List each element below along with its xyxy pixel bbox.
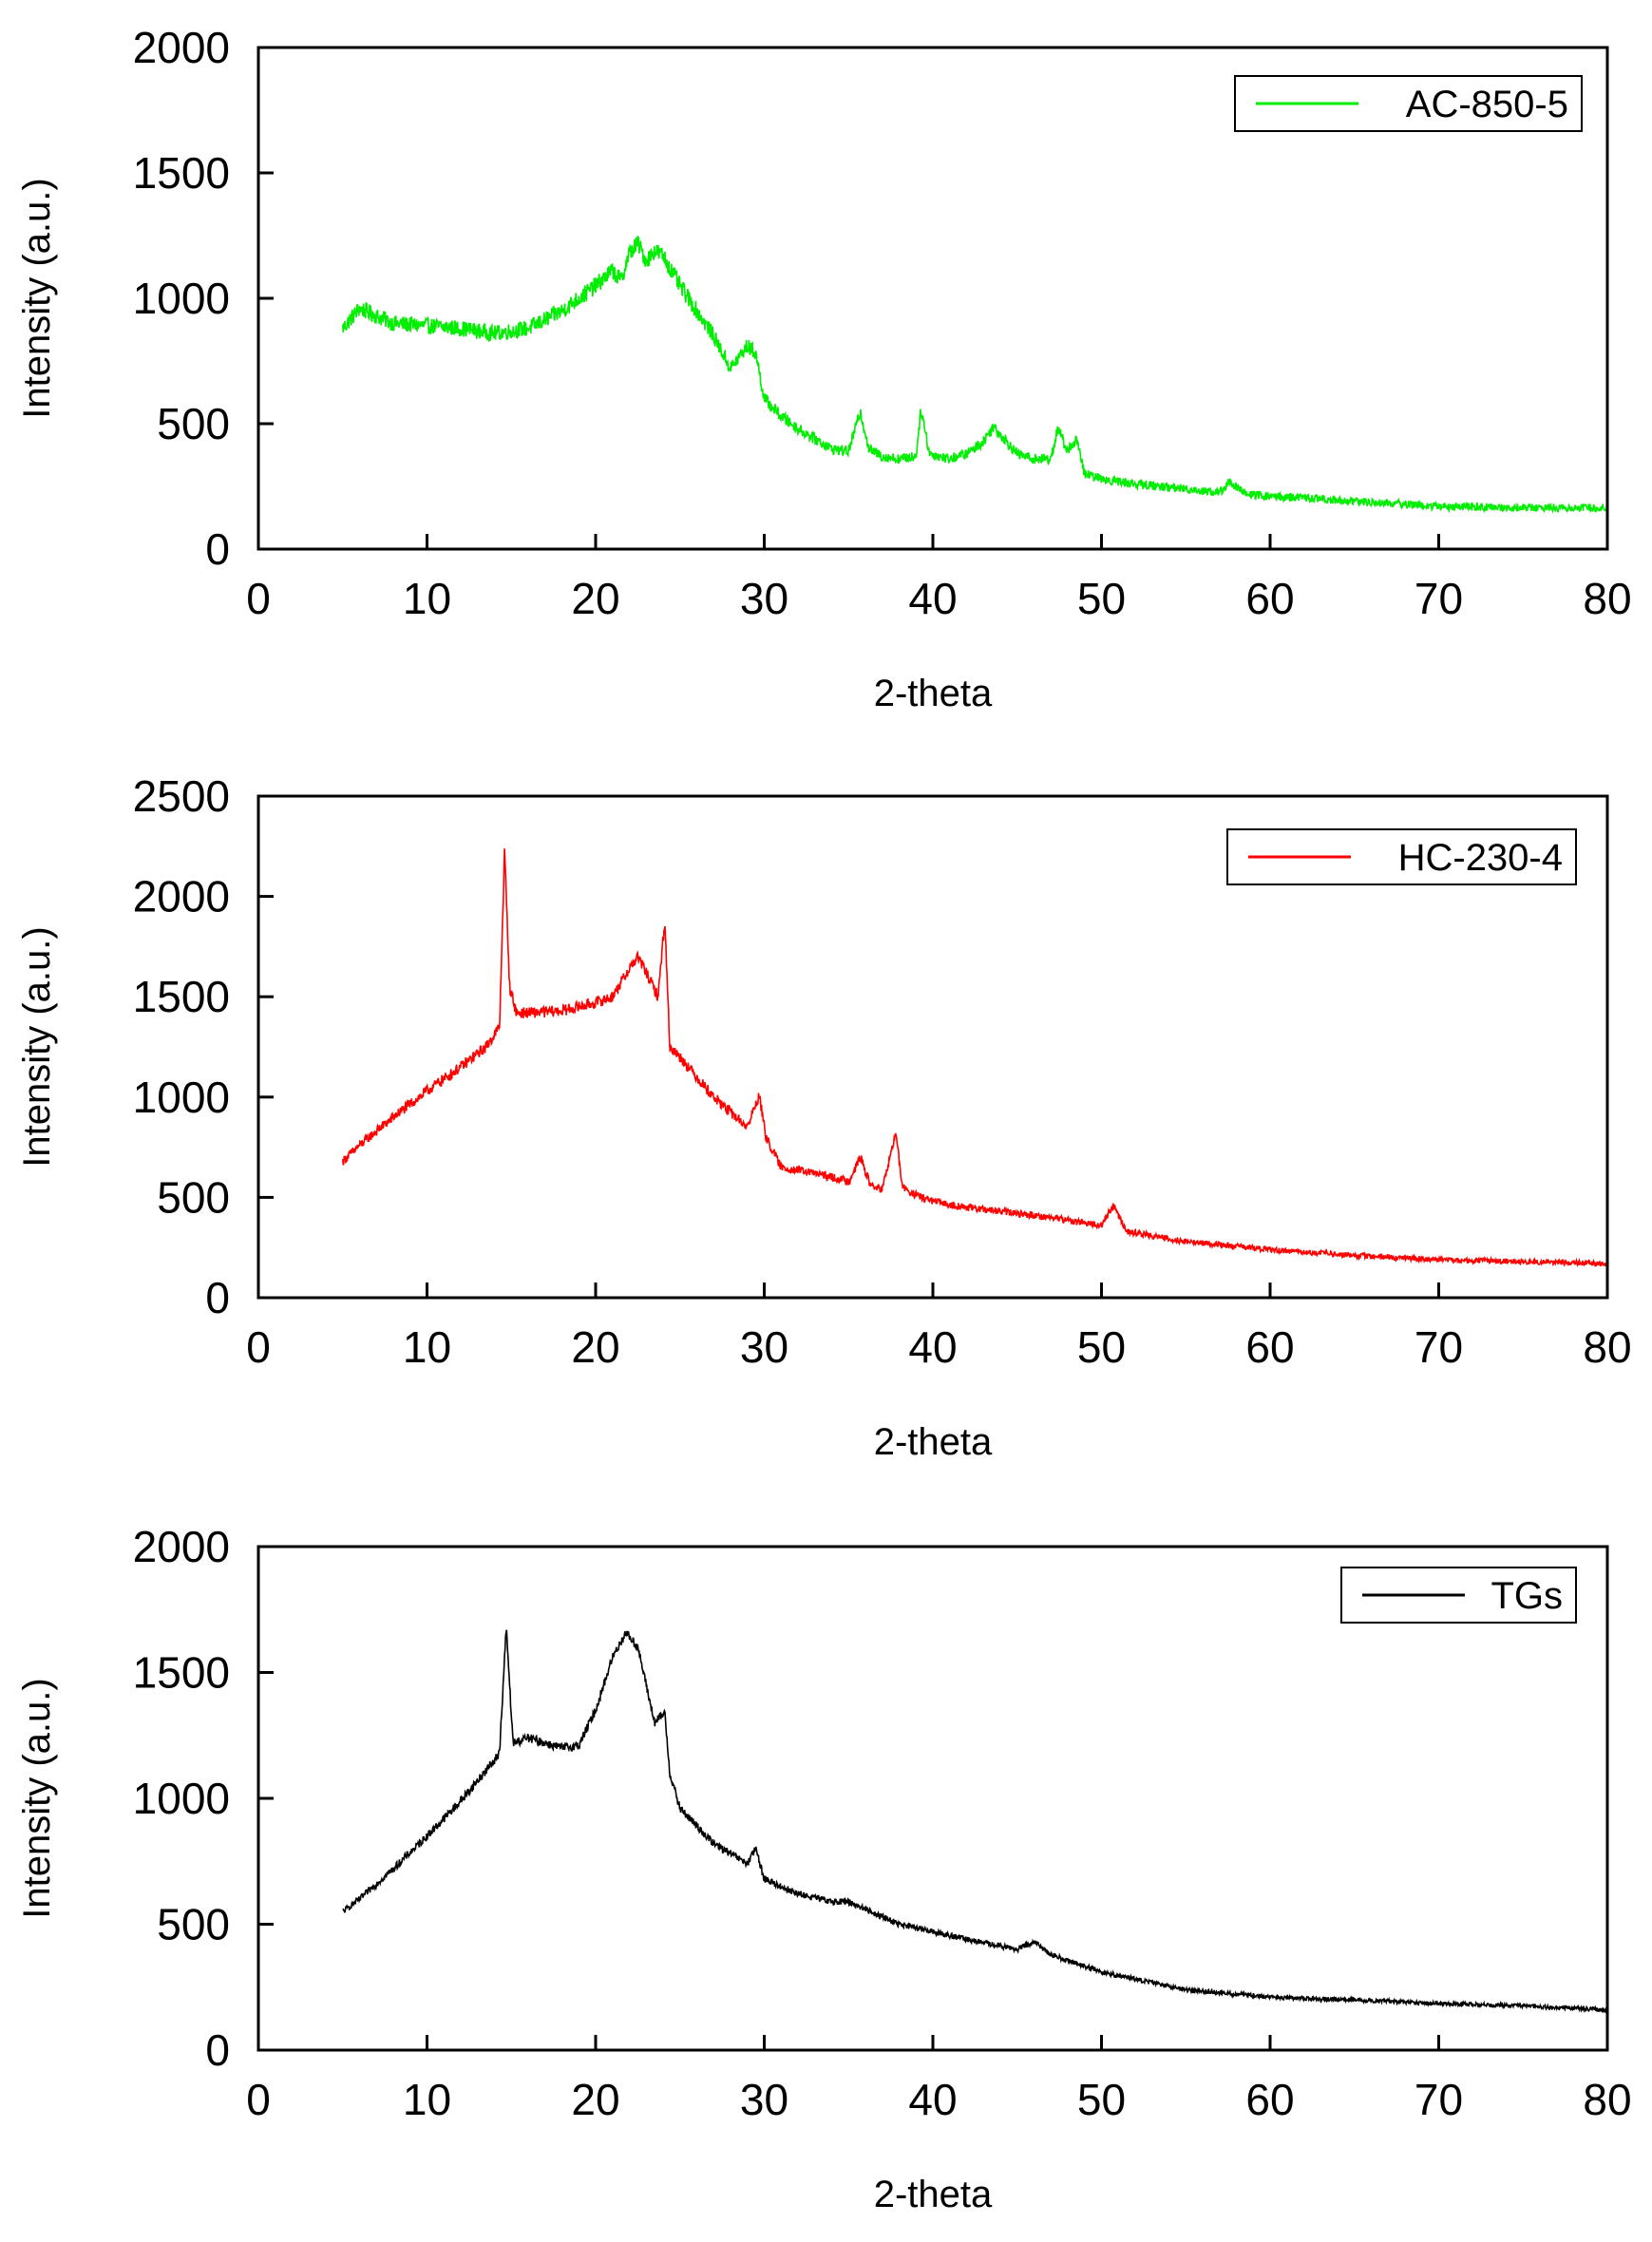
x-tick-label: 70 bbox=[1415, 1322, 1463, 1372]
y-tick-label: 2000 bbox=[133, 872, 230, 922]
y-tick-label: 2000 bbox=[133, 23, 230, 72]
y-tick-label: 2000 bbox=[133, 1522, 230, 1571]
series-line-tgs bbox=[342, 1629, 1608, 2014]
panel-ac-850-5: 0 10 20 30 40 50 60 70 80 0 500 1000 1500 2000 2-the… bbox=[16, 23, 1632, 714]
legend: AC-850-5 bbox=[1234, 75, 1583, 132]
x-tick-label: 80 bbox=[1583, 2075, 1631, 2124]
x-tick-label: 0 bbox=[246, 574, 271, 623]
y-tick-label: 0 bbox=[205, 2025, 230, 2075]
x-tick-label: 80 bbox=[1583, 1322, 1631, 1372]
y-tick-label: 1500 bbox=[133, 1648, 230, 1698]
x-tick-label: 10 bbox=[403, 574, 451, 623]
y-ticks: 0 500 1000 1500 2000 2500 bbox=[133, 771, 274, 1322]
x-tick-label: 50 bbox=[1077, 574, 1126, 623]
y-tick-label: 500 bbox=[157, 1900, 230, 1949]
x-tick-label: 20 bbox=[571, 574, 619, 623]
x-tick-label: 50 bbox=[1077, 2075, 1126, 2124]
x-tick-label: 60 bbox=[1245, 1322, 1294, 1372]
x-tick-label: 40 bbox=[908, 2075, 957, 2124]
legend-label: HC-230-4 bbox=[1398, 837, 1563, 879]
x-tick-label: 0 bbox=[246, 2075, 271, 2124]
x-ticks: 0 10 20 30 40 50 60 70 80 bbox=[246, 2035, 1632, 2124]
y-tick-label: 1000 bbox=[133, 1774, 230, 1823]
y-tick-label: 1500 bbox=[133, 148, 230, 198]
y-tick-label: 500 bbox=[157, 399, 230, 448]
x-tick-label: 50 bbox=[1077, 1322, 1126, 1372]
y-tick-label: 0 bbox=[205, 524, 230, 574]
y-axis-label: Intensity (a.u.) bbox=[16, 926, 58, 1167]
x-tick-label: 80 bbox=[1583, 574, 1631, 623]
x-tick-label: 30 bbox=[740, 1322, 788, 1372]
x-tick-label: 0 bbox=[246, 1322, 271, 1372]
series-lines bbox=[342, 236, 1608, 514]
y-axis-label: Intensity (a.u.) bbox=[16, 1678, 58, 1918]
x-tick-label: 20 bbox=[571, 1322, 619, 1372]
x-axis-label: 2-theta bbox=[874, 2174, 993, 2215]
series-line-ac-850-5 bbox=[342, 236, 1608, 514]
x-tick-label: 60 bbox=[1245, 574, 1294, 623]
x-tick-label: 60 bbox=[1245, 2075, 1294, 2124]
panel-tgs: 0 10 20 30 40 50 60 70 80 0 500 1000 1500 2000 2-the… bbox=[16, 1522, 1632, 2215]
legend-label: AC-850-5 bbox=[1406, 84, 1568, 125]
x-axis-label: 2-theta bbox=[874, 1421, 993, 1463]
x-tick-label: 70 bbox=[1415, 574, 1463, 623]
y-ticks: 0 500 1000 1500 2000 bbox=[133, 23, 274, 574]
legend: TGs bbox=[1340, 1567, 1577, 1624]
legend: HC-230-4 bbox=[1226, 828, 1577, 885]
series-lines bbox=[342, 848, 1608, 1267]
legend-label: TGs bbox=[1491, 1575, 1563, 1617]
x-tick-label: 20 bbox=[571, 2075, 619, 2124]
y-tick-label: 1000 bbox=[133, 274, 230, 323]
series-lines bbox=[342, 1629, 1608, 2014]
series-line-hc-230-4 bbox=[342, 848, 1608, 1267]
x-tick-label: 30 bbox=[740, 2075, 788, 2124]
x-tick-label: 40 bbox=[908, 574, 957, 623]
x-axis-label: 2-theta bbox=[874, 673, 993, 714]
y-tick-label: 1000 bbox=[133, 1073, 230, 1122]
y-tick-label: 1500 bbox=[133, 972, 230, 1021]
y-ticks: 0 500 1000 1500 2000 bbox=[133, 1522, 274, 2075]
y-tick-label: 2500 bbox=[133, 771, 230, 821]
x-ticks: 0 10 20 30 40 50 60 70 80 bbox=[246, 1282, 1632, 1372]
y-tick-label: 0 bbox=[205, 1273, 230, 1322]
x-tick-label: 70 bbox=[1415, 2075, 1463, 2124]
x-tick-label: 30 bbox=[740, 574, 788, 623]
x-tick-label: 10 bbox=[403, 1322, 451, 1372]
x-ticks: 0 10 20 30 40 50 60 70 80 bbox=[246, 534, 1632, 623]
y-axis-label: Intensity (a.u.) bbox=[16, 178, 58, 418]
panel-hc-230-4: 0 10 20 30 40 50 60 70 80 0 500 1000 1500 2000 2500 2… bbox=[16, 771, 1632, 1463]
x-tick-label: 40 bbox=[908, 1322, 957, 1372]
x-tick-label: 10 bbox=[403, 2075, 451, 2124]
y-tick-label: 500 bbox=[157, 1172, 230, 1222]
